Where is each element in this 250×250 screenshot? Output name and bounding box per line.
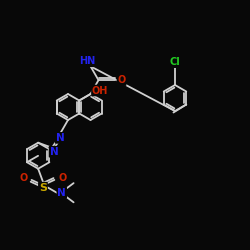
Text: S: S	[39, 183, 47, 193]
Text: O: O	[58, 173, 66, 183]
Text: O: O	[118, 75, 126, 85]
Text: N: N	[58, 188, 66, 198]
Text: O: O	[20, 173, 28, 183]
Text: Cl: Cl	[170, 57, 180, 67]
Text: N: N	[56, 133, 64, 143]
Text: OH: OH	[92, 86, 108, 96]
Text: HN: HN	[80, 56, 96, 66]
Text: N: N	[50, 147, 58, 157]
